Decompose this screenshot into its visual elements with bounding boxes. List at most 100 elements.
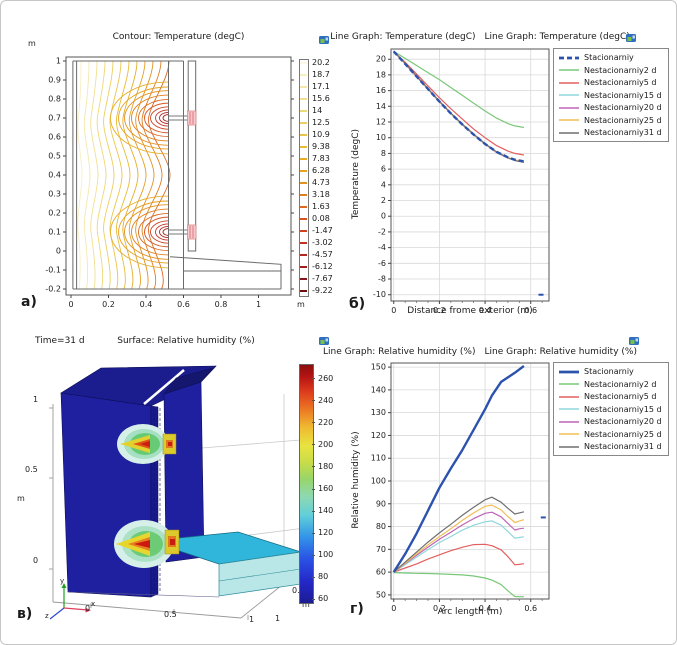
- legend-line-sample: [559, 56, 579, 59]
- isotherm-contour-lines: [77, 60, 171, 290]
- colorbar-level-label: 18.7: [312, 70, 330, 79]
- y-tick-label: 70: [376, 545, 386, 554]
- colorbar-bar: [299, 59, 309, 297]
- y-axis-unit: m: [28, 39, 36, 48]
- triad-x-label: x: [91, 600, 95, 608]
- y-tick-label: 0.4: [48, 171, 61, 180]
- panel-a-letter: a): [21, 294, 37, 310]
- thermal-bridge-isotherm: [124, 90, 169, 146]
- legend-item: Nestacionarniy5 d: [559, 78, 662, 87]
- legend-line-sample: [559, 383, 579, 385]
- legend-item: Nestacionarniy31 d: [559, 128, 662, 137]
- colorbar-tick-label: 240: [318, 395, 334, 405]
- legend-item: Stacionarniy: [559, 53, 662, 62]
- hotspot-lower: [114, 520, 180, 568]
- z-tick-05: 0.5: [292, 586, 305, 595]
- legend-label: Stacionarniy: [584, 53, 634, 62]
- thermal-bridge-isotherm: [118, 86, 169, 150]
- x-axis-unit: m: [297, 300, 305, 309]
- y-tick-label: 0.7: [48, 114, 61, 123]
- thermal-bridge-isotherm: [124, 204, 169, 260]
- legend-item: Nestacionarniy2 d: [559, 66, 662, 75]
- y-tick-label: 0.1: [48, 228, 61, 237]
- x-axis-label: Arc length (m): [437, 607, 503, 617]
- plot-snapshot-icon[interactable]: [319, 36, 329, 44]
- y-tick-label: 0.5: [48, 152, 61, 161]
- thermal-bridge-contours: [110, 81, 169, 269]
- panel-b-title-1: Line Graph: Temperature (degC): [330, 32, 476, 42]
- thermal-bridge-isotherm: [144, 216, 169, 248]
- x-tick-label: 0: [68, 300, 73, 309]
- legend-label: Nestacionarniy2 d: [584, 65, 657, 75]
- colorbar-tick-label: 220: [318, 417, 334, 427]
- isotherm-line: [96, 60, 107, 290]
- colorbar-level-label: 1.63: [312, 202, 330, 211]
- colorbar-level-label: -6.12: [312, 262, 333, 271]
- y-tick-label: 50: [376, 590, 386, 599]
- series-nestacionarniy5-d: [393, 50, 525, 156]
- legend-item: Nestacionarniy15 d: [559, 91, 662, 100]
- floor-edge: [67, 591, 220, 598]
- y-tick-label: 1: [56, 57, 61, 66]
- colorbar-level-swatch: [300, 265, 307, 269]
- isotherm-line: [90, 60, 99, 290]
- colorbar-level-swatch: [300, 145, 307, 149]
- legend-line-sample: [559, 395, 579, 398]
- thermal-bridge-isotherm: [162, 228, 169, 236]
- colorbar-level-label: 4.73: [312, 178, 330, 187]
- colorbar-level-label: 3.18: [312, 190, 330, 199]
- colorbar-level-label: -7.67: [312, 274, 333, 283]
- colorbar-level-swatch: [300, 73, 307, 77]
- y-tick-label: 4: [381, 180, 386, 189]
- stray-mark: [540, 516, 546, 519]
- colorbar-tick: [312, 598, 315, 600]
- x-tick-label: 0.2: [433, 604, 446, 613]
- y-tick-label: 0: [56, 247, 61, 256]
- colorbar-level-label: 7.83: [312, 154, 330, 163]
- plot-snapshot-icon[interactable]: [319, 337, 329, 345]
- x-tick-label: 0.2: [433, 306, 446, 315]
- y-tick-label: 2: [381, 196, 386, 205]
- colorbar-tick-label: 180: [318, 461, 334, 471]
- colorbar-level-label: 6.28: [312, 166, 330, 175]
- thermal-bridge-isotherm: [155, 223, 169, 241]
- colorbar-level-label: 15.6: [312, 94, 330, 103]
- plot-snapshot-icon[interactable]: [629, 337, 639, 345]
- triad-z-label: z: [45, 612, 49, 620]
- z-axis-unit: m: [302, 600, 310, 609]
- plot-snapshot-icon[interactable]: [626, 34, 636, 42]
- colorbar-level-label: 10.9: [312, 130, 330, 139]
- thermal-bridge-isotherm: [162, 114, 169, 122]
- legend-line-sample: [559, 69, 579, 71]
- panel-contour-temperature: Contour: Temperature (degC) m m: [1, 1, 346, 326]
- colorbar-level-label: 0.08: [312, 214, 330, 223]
- legend-label: Nestacionarniy25 d: [584, 429, 662, 439]
- y-tick-label: -0.2: [45, 285, 61, 294]
- y-tick-label: 60: [376, 568, 386, 577]
- plot-border: [65, 56, 292, 296]
- series-nestacionarniy20-d: [393, 511, 524, 573]
- legend-label: Nestacionarniy15 d: [584, 90, 662, 100]
- wall-geometry: [72, 60, 282, 290]
- y-axis-unit: m: [17, 494, 25, 503]
- colorbar-tick-label: 160: [318, 484, 334, 493]
- y-tick-label: 150: [371, 363, 386, 372]
- x-tick-05: 0.5: [164, 610, 177, 619]
- z-tick-1: 1: [275, 614, 281, 623]
- colorbar-level-swatch: [300, 85, 307, 89]
- legend-box: Stacionarniy Nestacionarniy2 d Nestacionar…: [553, 362, 669, 456]
- legend-item: Nestacionarniy20 d: [559, 103, 662, 112]
- legend-item: Nestacionarniy25 d: [559, 430, 662, 439]
- colorbar-tick: [312, 444, 315, 446]
- colorbar-level-label: 14: [312, 106, 323, 115]
- x-tick-label: 0.6: [524, 604, 537, 613]
- legend-label: Nestacionarniy5 d: [584, 78, 657, 87]
- panel-g-title-1: Line Graph: Relative humidity (%): [323, 347, 476, 357]
- y-tick-label: 16: [376, 86, 386, 95]
- colorbar-tick-label: 120: [318, 528, 334, 538]
- isotherm-line: [83, 60, 91, 290]
- y-tick-1: 1: [33, 395, 39, 404]
- colorbar-tick: [312, 532, 315, 534]
- panel-v-title: Surface: Relative humidity (%): [117, 336, 255, 346]
- x-axis-label: Distance frome exterior (m): [407, 306, 533, 316]
